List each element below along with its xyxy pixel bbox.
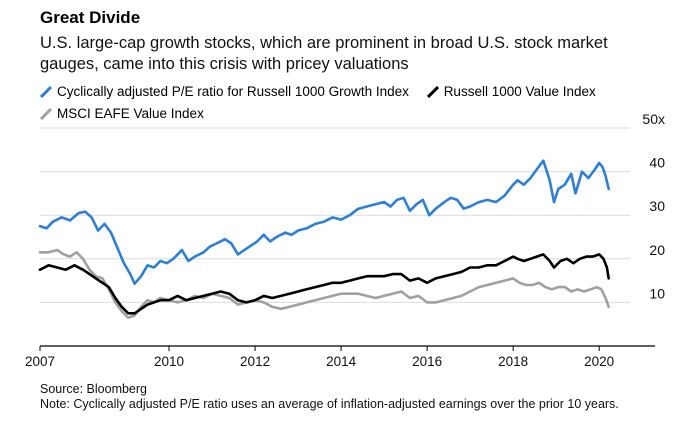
x-tick-label: 2014	[326, 354, 357, 369]
legend-marker-value	[426, 86, 439, 98]
x-tick-label: 2018	[498, 354, 528, 369]
chart-plot: 10 20 30 40 50x 2007 2010 2012 2014 2016 2018 2020	[25, 111, 665, 369]
legend-label-growth: Cyclically adjusted P/E ratio for Russel…	[57, 84, 409, 99]
chart-subtitle: U.S. large-cap growth stocks, which are …	[40, 34, 608, 73]
y-tick-label: 10	[649, 285, 665, 301]
series-line-growth	[38, 159, 610, 285]
x-tick-label: 2010	[154, 354, 184, 369]
chart-legend: Cyclically adjusted P/E ratio for Russel…	[40, 82, 680, 126]
chart-footer: Source: Bloomberg Note: Cyclically adjus…	[40, 382, 660, 412]
y-tick-label: 20	[649, 242, 665, 258]
y-tick-label: 30	[649, 198, 665, 214]
legend-item-value: Russell 1000 Value Index	[426, 82, 596, 102]
x-tick-label: 2007	[25, 354, 55, 369]
legend-label-value: Russell 1000 Value Index	[443, 84, 596, 99]
legend-item-eafe: MSCI EAFE Value Index	[40, 104, 204, 124]
chart-title: Great Divide	[40, 8, 141, 27]
legend-marker-eafe	[40, 108, 52, 120]
x-tick-label: 2016	[412, 354, 442, 369]
y-tick-label: 40	[649, 155, 665, 171]
y-tick-label: 50x	[642, 111, 665, 127]
x-tick-label: 2012	[240, 354, 270, 369]
series-line-value	[38, 253, 610, 315]
x-tick-label: 2020	[584, 354, 614, 369]
source-note: Source: Bloomberg	[40, 382, 148, 396]
legend-item-growth: Cyclically adjusted P/E ratio for Russel…	[40, 82, 409, 102]
methodology-note: Note: Cyclically adjusted P/E ratio uses…	[40, 397, 619, 411]
legend-marker-growth	[40, 86, 52, 98]
series-line-eafe	[38, 248, 610, 319]
legend-label-eafe: MSCI EAFE Value Index	[57, 106, 204, 121]
